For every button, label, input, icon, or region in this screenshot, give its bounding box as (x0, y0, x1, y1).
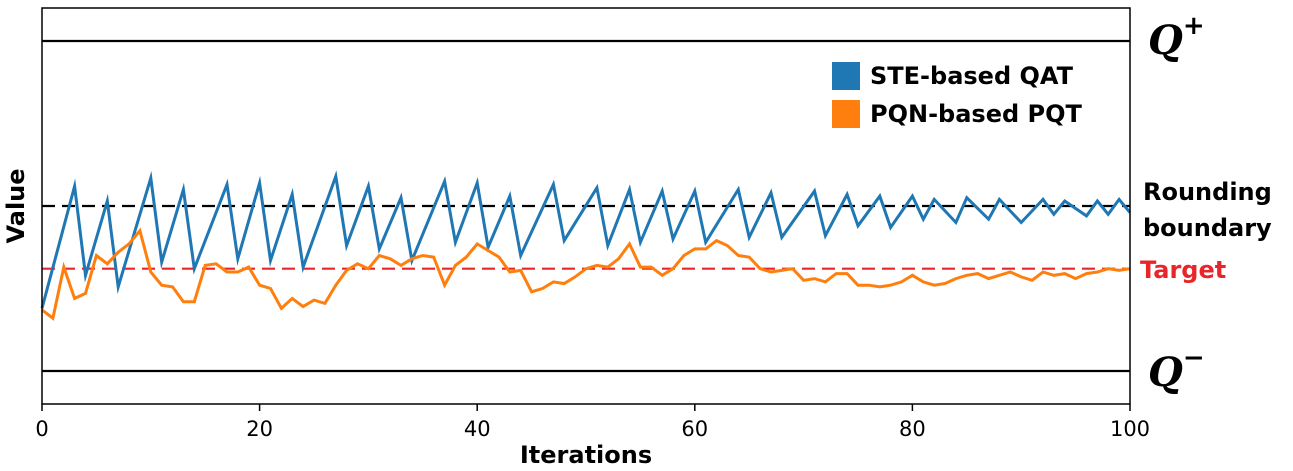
q-minus-label: Q− (1148, 343, 1205, 396)
series-layer (40, 170, 1132, 321)
q-plus-label: Q+ (1148, 11, 1205, 64)
x-axis-label: Iterations (520, 441, 652, 469)
x-tick-label: 100 (1110, 417, 1150, 441)
series-line-ste-qat (40, 170, 1132, 309)
x-tick-label: 40 (464, 417, 491, 441)
x-tick-label: 80 (899, 417, 926, 441)
legend: STE-based QAT PQN-based PQT (832, 62, 1083, 128)
legend-swatch-ste (832, 62, 860, 90)
legend-label-ste: STE-based QAT (870, 62, 1074, 90)
x-tick-label: 60 (681, 417, 708, 441)
rounding-boundary-label-line2: boundary (1143, 214, 1272, 242)
target-label: Target (1140, 256, 1226, 284)
x-axis-ticks: 0 20 40 60 80 100 (35, 404, 1150, 441)
legend-swatch-pqn (832, 100, 860, 128)
x-tick-label: 0 (35, 417, 48, 441)
plot-frame (41, 7, 1131, 405)
x-tick-label: 20 (246, 417, 273, 441)
series-line-pqn-pqt (41, 227, 1131, 321)
rounding-boundary-label-line1: Rounding (1143, 178, 1272, 206)
legend-label-pqn: PQN-based PQT (870, 100, 1083, 128)
y-axis-label: Value (2, 168, 30, 243)
